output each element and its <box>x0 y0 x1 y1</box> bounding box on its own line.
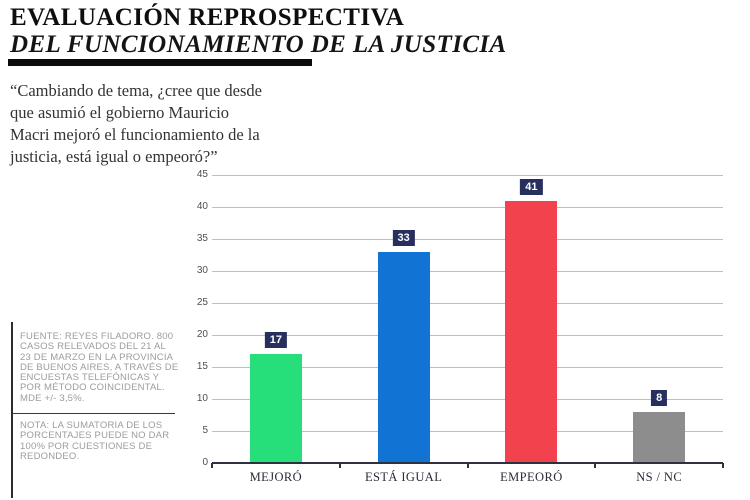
bar-est-igual <box>377 251 430 463</box>
bar-value-label: 8 <box>651 389 668 406</box>
x-axis-category-label: ESTÁ IGUAL <box>364 470 443 484</box>
source-note-left-border <box>11 322 13 498</box>
y-axis-tick-label: 30 <box>196 265 208 276</box>
y-axis-tick-label: 45 <box>196 169 208 180</box>
gridline <box>212 367 723 368</box>
source-note: FUENTE: REYES FILADORO. 800 CASOS RELEVA… <box>20 331 179 404</box>
y-axis-tick-label: 25 <box>196 297 208 308</box>
title-underline-bar <box>8 59 312 66</box>
y-axis-tick-label: 15 <box>196 361 208 372</box>
x-axis-tick <box>594 463 597 468</box>
gridline <box>212 303 723 304</box>
y-axis-tick-label: 20 <box>196 329 208 340</box>
y-axis-tick-label: 35 <box>196 233 208 244</box>
x-axis-tick <box>722 463 724 468</box>
x-axis-category-label: EMPEORÓ <box>500 470 563 484</box>
survey-question: “Cambiando de tema, ¿cree que desde que … <box>10 81 262 166</box>
x-axis-category-label: MEJORÓ <box>249 470 303 484</box>
y-axis-tick-label: 0 <box>202 457 208 468</box>
x-axis-tick <box>211 463 213 468</box>
gridline <box>212 239 723 240</box>
x-axis-tick <box>466 463 469 468</box>
gridline <box>212 175 723 176</box>
x-axis-tick <box>338 463 341 468</box>
bar-mejor- <box>249 354 302 463</box>
page-title: EVALUACIÓN REPROSPECTIVA <box>10 4 405 31</box>
bar-empeor- <box>505 200 558 463</box>
y-axis-tick-label: 10 <box>196 393 208 404</box>
gridline <box>212 431 723 432</box>
y-axis-tick-label: 40 <box>196 201 208 212</box>
x-axis-category-label: NS / NC <box>636 470 683 484</box>
bar-value-label: 33 <box>392 229 415 246</box>
gridline <box>212 399 723 400</box>
source-note-block: FUENTE: REYES FILADORO. 800 CASOS RELEVA… <box>11 322 191 498</box>
gridline <box>212 207 723 208</box>
rounding-note: NOTA: LA SUMATORIA DE LOS PORCENTAJES PU… <box>20 420 170 462</box>
note-divider-line <box>12 413 175 414</box>
bar-value-label: 17 <box>264 332 287 349</box>
page-subtitle: DEL FUNCIONAMIENTO DE LA JUSTICIA <box>10 31 507 58</box>
bar-ns-nc <box>633 411 686 463</box>
y-axis-tick-label: 5 <box>202 425 208 436</box>
bar-value-label: 41 <box>520 178 543 195</box>
gridline <box>212 271 723 272</box>
gridline <box>212 335 723 336</box>
